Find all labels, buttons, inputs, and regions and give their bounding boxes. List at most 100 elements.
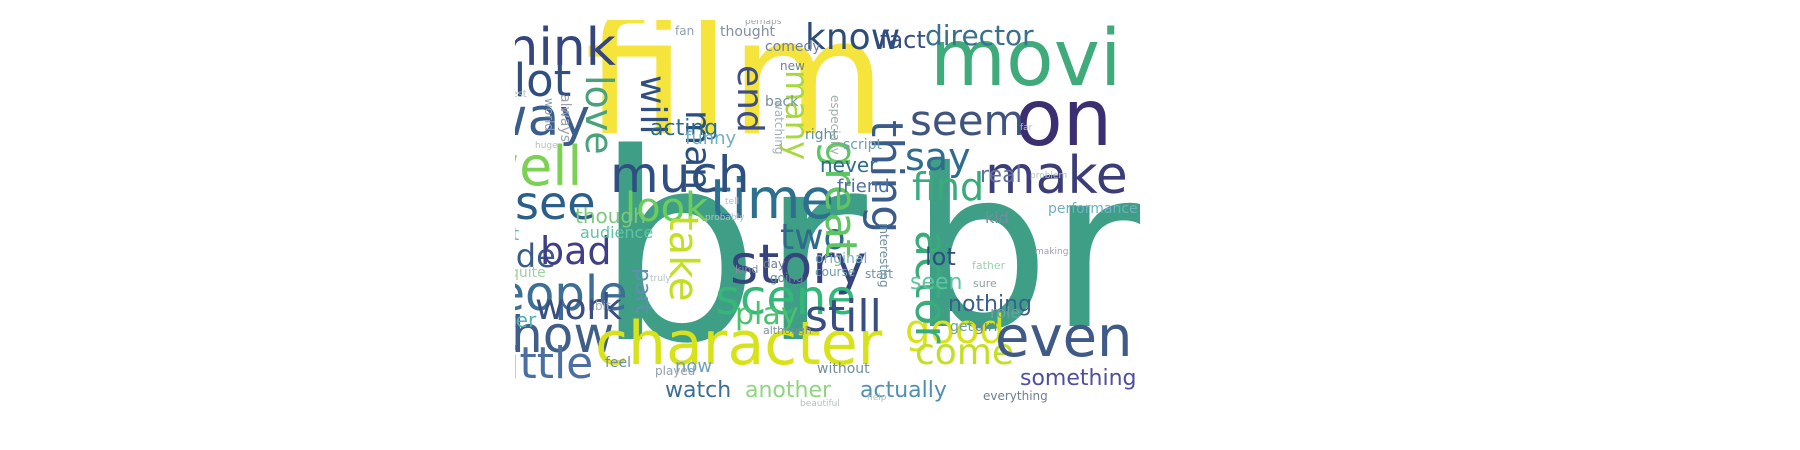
- word-nothing: nothing: [948, 292, 1032, 317]
- word-think: think: [515, 20, 616, 78]
- word-find: find: [912, 165, 985, 209]
- word-fact: fact: [880, 26, 926, 54]
- word-always: always: [557, 94, 573, 143]
- word-comedy: comedy: [765, 39, 821, 55]
- word-on: on: [1015, 74, 1113, 164]
- word-friend: friend: [837, 176, 890, 197]
- word-scene: scene: [715, 270, 856, 326]
- word-performance: performance: [1048, 201, 1138, 217]
- word-br-large-right: br: [910, 122, 1141, 378]
- word-huge: huge: [535, 141, 558, 151]
- word-seen: seen: [910, 270, 963, 295]
- word-audience: audience: [580, 223, 654, 242]
- word-best: best: [515, 89, 527, 100]
- word-bad: bad: [540, 229, 612, 273]
- word-people: people: [515, 266, 628, 322]
- word-played: played: [655, 364, 696, 378]
- word-truly: truly: [650, 274, 671, 284]
- word-actually: actually: [860, 378, 947, 403]
- word-know: know: [805, 20, 901, 58]
- word-work: work: [535, 287, 623, 328]
- word-real: real: [980, 163, 1022, 188]
- word-plot: plot: [515, 54, 572, 107]
- word-kind: kind: [735, 263, 759, 276]
- word-although: although: [763, 324, 812, 337]
- word-take: take: [660, 215, 706, 302]
- word-course: course: [815, 265, 856, 279]
- word-still: still: [805, 291, 882, 342]
- word-want: want: [515, 224, 520, 245]
- word-going: going: [770, 271, 804, 285]
- word-love: love: [577, 75, 621, 155]
- word-start: start: [865, 267, 893, 281]
- word-little: little: [515, 338, 594, 389]
- word-lot: lot: [925, 243, 956, 271]
- word-feel: feel: [605, 355, 632, 371]
- word-right: right: [805, 127, 838, 143]
- word-original: original: [815, 251, 868, 267]
- word-br-large-left: br: [595, 99, 867, 401]
- word-beautiful: beautiful: [800, 399, 840, 409]
- word-making: making: [1035, 247, 1069, 257]
- word-never: never: [820, 153, 878, 177]
- word-funny: funny: [685, 128, 737, 149]
- word-sure: sure: [973, 277, 997, 290]
- word-make: make: [985, 146, 1128, 206]
- word-something: something: [1020, 366, 1137, 391]
- word-thought: thought: [720, 24, 776, 40]
- word-father: father: [972, 259, 1006, 272]
- word-seem: seem: [910, 96, 1025, 145]
- word-see: see: [515, 176, 596, 230]
- word-two: two: [780, 217, 846, 258]
- word-cloud: br film movi br on think plot way well s…: [515, 20, 1250, 420]
- word-character: character: [595, 309, 883, 379]
- word-good: good: [905, 307, 1005, 353]
- word-end: end: [729, 65, 770, 133]
- word-say: say: [905, 135, 971, 179]
- word-even: even: [995, 305, 1133, 370]
- word-back: back: [765, 94, 799, 110]
- word-time: time: [710, 167, 835, 231]
- word-bit: bit: [595, 299, 611, 313]
- word-girl: girl: [975, 319, 998, 335]
- word-tell: tell: [725, 197, 740, 207]
- word-show: show: [515, 306, 615, 364]
- word-film: film: [585, 20, 887, 171]
- word-watching: watching: [772, 100, 786, 155]
- word-especially: especially: [828, 95, 842, 155]
- word-probably: probably: [705, 213, 745, 223]
- word-everything: everything: [983, 389, 1048, 403]
- word-come: come: [915, 332, 1015, 373]
- word-new: new: [780, 59, 805, 73]
- word-play: play: [735, 297, 799, 332]
- word-get: get: [950, 319, 973, 335]
- word-much: much: [610, 146, 750, 204]
- word-day: day: [763, 257, 786, 271]
- word-interesting: interesting: [877, 223, 891, 288]
- word-director: director: [925, 20, 1034, 52]
- word-story: story: [730, 233, 867, 296]
- word-world: world: [542, 98, 556, 132]
- word-help: help: [867, 393, 887, 403]
- word-another: another: [745, 378, 832, 403]
- word-without: without: [817, 361, 870, 377]
- word-way: way: [515, 88, 591, 148]
- word-problem: problem: [1030, 171, 1068, 181]
- word-better: better: [515, 308, 537, 332]
- word-role: role: [990, 303, 1021, 322]
- word-kid: kid: [985, 208, 1009, 227]
- word-far: far: [1020, 123, 1033, 133]
- word-watch: watch: [665, 378, 732, 403]
- word-acting: acting: [650, 116, 719, 141]
- word-though: though: [575, 204, 646, 228]
- word-perhaps: perhaps: [745, 20, 782, 27]
- word-look: look: [625, 185, 709, 231]
- word-well: well: [515, 135, 583, 198]
- word-made: made: [515, 237, 556, 275]
- word-quite: quite: [515, 265, 546, 281]
- word-now: now: [675, 356, 713, 377]
- word-fan: fan: [675, 24, 695, 38]
- word-movi: movi: [930, 20, 1122, 104]
- word-script: script: [843, 137, 883, 153]
